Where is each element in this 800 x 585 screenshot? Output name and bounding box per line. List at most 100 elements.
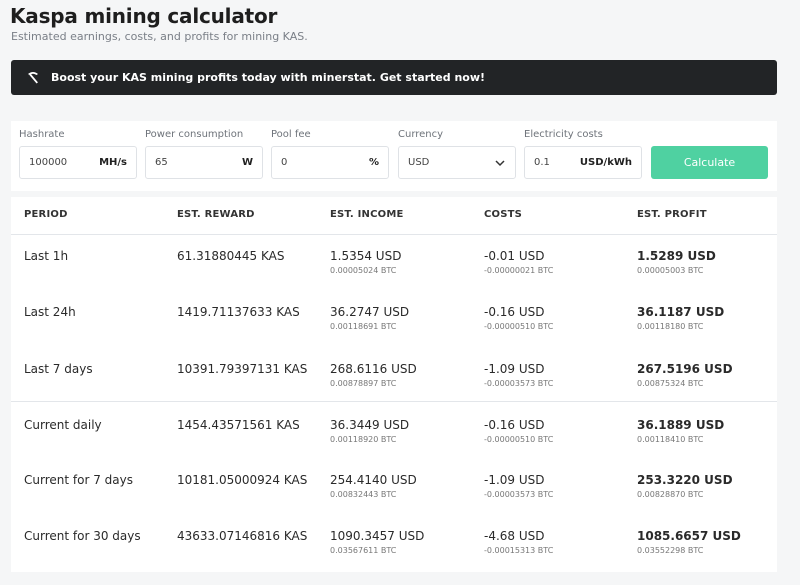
header-reward: EST. REWARD (177, 209, 255, 220)
reward-value: 61.31880445 KAS (177, 249, 285, 263)
header-costs: COSTS (484, 209, 523, 220)
income-value: 254.4140 USD (330, 473, 417, 487)
income-cell: 36.2747 USD 0.00118691 BTC (330, 305, 409, 331)
income-btc-value: 0.00118691 BTC (330, 322, 397, 331)
reward-value: 10391.79397131 KAS (177, 362, 308, 376)
costs-btc-value: -0.00000510 BTC (484, 435, 554, 444)
income-cell: 268.6116 USD 0.00878897 BTC (330, 362, 417, 388)
electricity-value: 0.1 (534, 157, 550, 168)
profit-value: 1.5289 USD (637, 249, 716, 263)
pool-fee-label: Pool fee (271, 129, 311, 140)
costs-btc-value: -0.00015313 BTC (484, 546, 554, 555)
costs-btc-value: -0.00000021 BTC (484, 266, 554, 275)
chevron-down-icon (494, 157, 506, 169)
profit-value: 253.3220 USD (637, 473, 733, 487)
income-btc-value: 0.03567611 BTC (330, 546, 397, 555)
profit-btc-value: 0.00005003 BTC (637, 266, 704, 275)
income-value: 1.5354 USD (330, 249, 402, 263)
period-value: Last 1h (24, 249, 69, 263)
period-value: Current for 30 days (24, 529, 141, 543)
calculate-button[interactable]: Calculate (651, 146, 768, 179)
currency-select[interactable]: USD (398, 146, 516, 179)
table-row: Last 1h 61.31880445 KAS 1.5354 USD 0.000050… (11, 239, 777, 295)
period-value: Current for 7 days (24, 473, 133, 487)
reward-value: 43633.07146816 KAS (177, 529, 308, 543)
reward-cell: 61.31880445 KAS (177, 249, 284, 263)
electricity-input[interactable]: 0.1 USD/kWh (524, 146, 642, 179)
costs-cell: -0.16 USD -0.00000510 BTC (484, 305, 553, 331)
hashrate-unit: MH/s (99, 157, 127, 168)
profit-value: 36.1889 USD (637, 418, 725, 432)
pickaxe-icon (25, 70, 41, 86)
period-cell: Last 7 days (24, 362, 93, 376)
income-value: 1090.3457 USD (330, 529, 425, 543)
period-cell: Last 24h (24, 305, 76, 319)
results-table: PERIOD EST. REWARD EST. INCOME COSTS EST… (11, 197, 777, 572)
period-value: Last 7 days (24, 362, 93, 376)
costs-value: -1.09 USD (484, 473, 545, 487)
table-row: Last 24h 1419.71137633 KAS 36.2747 USD 0.00… (11, 295, 777, 351)
promo-banner[interactable]: Boost your KAS mining profits today with… (11, 60, 777, 95)
profit-btc-value: 0.00828870 BTC (637, 490, 704, 499)
income-btc-value: 0.00118920 BTC (330, 435, 397, 444)
period-cell: Current daily (24, 418, 102, 432)
pool-fee-value: 0 (281, 157, 288, 168)
page-title: Kaspa mining calculator (10, 4, 278, 28)
profit-btc-value: 0.00118180 BTC (637, 322, 704, 331)
period-cell: Current for 30 days (24, 529, 141, 543)
period-cell: Current for 7 days (24, 473, 133, 487)
promo-text: Boost your KAS mining profits today with… (51, 71, 486, 84)
reward-value: 10181.05000924 KAS (177, 473, 308, 487)
reward-cell: 43633.07146816 KAS (177, 529, 307, 543)
income-cell: 254.4140 USD 0.00832443 BTC (330, 473, 417, 499)
reward-cell: 10181.05000924 KAS (177, 473, 307, 487)
hashrate-label: Hashrate (19, 129, 65, 140)
costs-cell: -0.01 USD -0.00000021 BTC (484, 249, 553, 275)
costs-cell: -1.09 USD -0.00003573 BTC (484, 362, 553, 388)
costs-cell: -4.68 USD -0.00015313 BTC (484, 529, 553, 555)
profit-btc-value: 0.03552298 BTC (637, 546, 704, 555)
costs-value: -0.01 USD (484, 249, 545, 263)
reward-value: 1454.43571561 KAS (177, 418, 300, 432)
page-subtitle: Estimated earnings, costs, and profits f… (11, 30, 308, 43)
electricity-unit: USD/kWh (579, 157, 632, 168)
income-cell: 1.5354 USD 0.00005024 BTC (330, 249, 401, 275)
reward-cell: 1454.43571561 KAS (177, 418, 300, 432)
power-label: Power consumption (145, 129, 244, 140)
income-value: 268.6116 USD (330, 362, 417, 376)
currency-value: USD (408, 157, 430, 168)
profit-cell: 253.3220 USD 0.00828870 BTC (637, 473, 733, 499)
costs-value: -0.16 USD (484, 305, 545, 319)
power-unit: W (241, 157, 253, 168)
profit-value: 267.5196 USD (637, 362, 733, 376)
reward-cell: 10391.79397131 KAS (177, 362, 307, 376)
costs-cell: -1.09 USD -0.00003573 BTC (484, 473, 553, 499)
income-btc-value: 0.00005024 BTC (330, 266, 397, 275)
power-value: 65 (155, 157, 168, 168)
costs-btc-value: -0.00003573 BTC (484, 379, 554, 388)
costs-btc-value: -0.00000510 BTC (484, 322, 554, 331)
hashrate-input[interactable]: 100000 MH/s (19, 146, 137, 179)
profit-cell: 36.1889 USD 0.00118410 BTC (637, 418, 724, 444)
costs-value: -1.09 USD (484, 362, 545, 376)
profit-cell: 267.5196 USD 0.00875324 BTC (637, 362, 733, 388)
profit-cell: 1.5289 USD 0.00005003 BTC (637, 249, 716, 275)
pool-fee-unit: % (368, 157, 379, 168)
power-input[interactable]: 65 W (145, 146, 263, 179)
reward-cell: 1419.71137633 KAS (177, 305, 300, 319)
profit-cell: 1085.6657 USD 0.03552298 BTC (637, 529, 741, 555)
profit-cell: 36.1187 USD 0.00118180 BTC (637, 305, 724, 331)
profit-btc-value: 0.00118410 BTC (637, 435, 704, 444)
electricity-label: Electricity costs (524, 129, 603, 140)
pool-fee-input[interactable]: 0 % (271, 146, 389, 179)
profit-value: 36.1187 USD (637, 305, 725, 319)
header-profit: EST. PROFIT (637, 209, 707, 220)
reward-value: 1419.71137633 KAS (177, 305, 300, 319)
table-header: PERIOD EST. REWARD EST. INCOME COSTS EST… (11, 197, 777, 235)
costs-btc-value: -0.00003573 BTC (484, 490, 554, 499)
table-row: Last 7 days 10391.79397131 KAS 268.6116 US… (11, 352, 777, 408)
period-value: Last 24h (24, 305, 76, 319)
period-value: Current daily (24, 418, 102, 432)
costs-cell: -0.16 USD -0.00000510 BTC (484, 418, 553, 444)
currency-label: Currency (398, 129, 444, 140)
